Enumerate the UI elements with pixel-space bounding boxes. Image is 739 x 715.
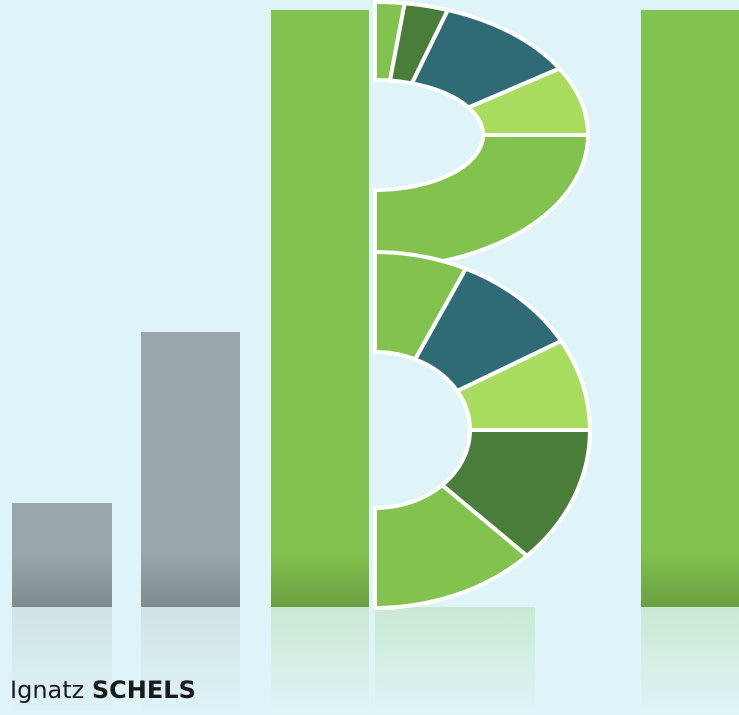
author-first-name: Ignatz bbox=[10, 676, 84, 704]
author-last-name: SCHELS bbox=[92, 676, 196, 704]
bar-shade bbox=[12, 550, 112, 607]
bar-shade bbox=[271, 550, 369, 607]
cover: Ignatz SCHELS bbox=[0, 0, 739, 715]
bar-shade bbox=[641, 550, 739, 607]
page: Ignatz SCHELS (() => { const data = JSON… bbox=[0, 0, 739, 715]
green-bar bbox=[271, 10, 369, 607]
author: Ignatz SCHELS bbox=[10, 676, 196, 704]
green-bar bbox=[641, 10, 739, 607]
bar-shade bbox=[141, 550, 240, 607]
